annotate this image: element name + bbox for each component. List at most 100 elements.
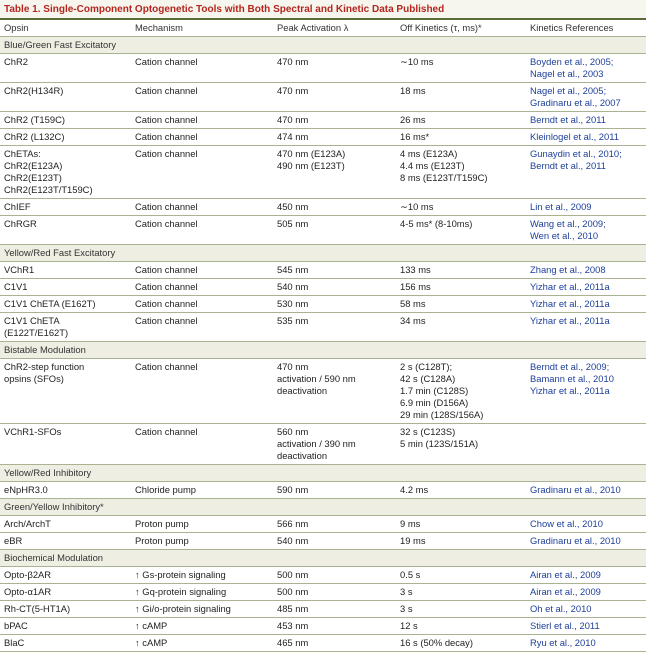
cell-text: 500 nm <box>277 586 309 597</box>
data-row: VChR1-SFOs Cation channel 560 nm activation… <box>0 423 646 465</box>
cell: Berndt et al., 2011 <box>526 111 646 129</box>
cell-text: Yizhar et al., 2011a <box>530 298 610 309</box>
cell-text: (E122T/E162T) <box>4 327 69 338</box>
section-title: Yellow/Red Inhibitory <box>0 464 646 482</box>
cell-text: 6.9 min (D156A) <box>400 397 469 408</box>
section-row: Blue/Green Fast Excitatory <box>0 36 646 54</box>
cell-text: 470 nm (E123A) <box>277 148 346 159</box>
cell: C1V1 <box>0 278 131 296</box>
cell: 19 ms <box>396 532 526 550</box>
cell-text: 474 nm <box>277 131 309 142</box>
cell-text: C1V1 <box>4 281 28 292</box>
cell-text: Proton pump <box>135 518 189 529</box>
cell: 470 nm <box>273 111 396 129</box>
cell-text: VChR1-SFOs <box>4 426 62 437</box>
table: Opsin Mechanism Peak Activation λ Off Kinet… <box>0 20 646 652</box>
cell-text: Cation channel <box>135 361 198 372</box>
cell-text: 505 nm <box>277 218 309 229</box>
cell: Cation channel <box>131 312 273 342</box>
cell: Arch/ArchT <box>0 515 131 533</box>
cell-text: Rh-CT(5-HT1A) <box>4 603 71 614</box>
cell-text: Wang et al., 2009; <box>530 218 606 229</box>
cell-text: 4.4 ms (E123T) <box>400 160 465 171</box>
cell-text: 1.7 min (C128S) <box>400 385 469 396</box>
cell-text: Airan et al., 2009 <box>530 569 601 580</box>
cell: ChR2 (T159C) <box>0 111 131 129</box>
cell: C1V1 ChETA (E122T/E162T) <box>0 312 131 342</box>
cell-text: opsins (SFOs) <box>4 373 64 384</box>
cell: 18 ms <box>396 82 526 112</box>
header-cell: Opsin <box>0 20 131 37</box>
cell-text: 590 nm <box>277 484 309 495</box>
cell-text: 470 nm <box>277 56 309 67</box>
cell: Wang et al., 2009; Wen et al., 2010 <box>526 215 646 245</box>
cell-text: BlaC <box>4 637 25 648</box>
cell-text: 540 nm <box>277 535 309 546</box>
cell-text: ↑ Gi/o-protein signaling <box>135 603 231 614</box>
cell: VChR1 <box>0 261 131 279</box>
cell-text: 2 s (C128T); <box>400 361 453 372</box>
cell-text: 470 nm <box>277 85 309 96</box>
cell: ChR2(H134R) <box>0 82 131 112</box>
cell-text: Berndt et al., 2009; <box>530 361 610 372</box>
cell: ↑ Gq-protein signaling <box>131 583 273 601</box>
cell-text: ChR2(E123T) <box>4 172 62 183</box>
data-row: ChR2-step function opsins (SFOs) Cation ch… <box>0 358 646 424</box>
cell-text: Gradinaru et al., 2007 <box>530 97 621 108</box>
cell-text: Gradinaru et al., 2010 <box>530 484 621 495</box>
data-row: C1V1 ChETA (E162T) Cation channel 530 nm 58… <box>0 295 646 313</box>
cell: Lin et al., 2009 <box>526 198 646 216</box>
cell-text: Cation channel <box>135 114 198 125</box>
header-cell: Off Kinetics (τ, ms)* <box>396 20 526 37</box>
cell: 540 nm <box>273 278 396 296</box>
cell-text: Ryu et al., 2010 <box>530 637 596 648</box>
cell-text: ∼10 ms <box>400 201 434 212</box>
section-title: Bistable Modulation <box>0 341 646 359</box>
table-title: Table 1. Single-Component Optogenetic To… <box>0 0 646 20</box>
cell: bPAC <box>0 617 131 635</box>
cell <box>526 423 646 465</box>
cell-text: 4-5 ms* (8-10ms) <box>400 218 473 229</box>
cell: Chow et al., 2010 <box>526 515 646 533</box>
cell-text: Opto-β2AR <box>4 569 52 580</box>
cell: Cation channel <box>131 198 273 216</box>
cell: Cation channel <box>131 145 273 199</box>
cell-text: ↑ Gq-protein signaling <box>135 586 227 597</box>
cell-text: Cation channel <box>135 218 198 229</box>
cell: Cation channel <box>131 53 273 83</box>
cell-text: deactivation <box>277 450 328 461</box>
data-row: Arch/ArchT Proton pump 566 nm 9 ms Chow et a… <box>0 515 646 533</box>
cell: 474 nm <box>273 128 396 146</box>
cell: Airan et al., 2009 <box>526 566 646 584</box>
cell-text: Nagel et al., 2003 <box>530 68 604 79</box>
cell-text: 156 ms <box>400 281 431 292</box>
cell-text: 470 nm <box>277 361 309 372</box>
data-row: ChR2 (T159C) Cation channel 470 nm 26 ms Ber… <box>0 111 646 129</box>
cell-text: Cation channel <box>135 315 198 326</box>
cell: ↑ cAMP <box>131 617 273 635</box>
cell-text: Bamann et al., 2010 <box>530 373 614 384</box>
cell: 465 nm <box>273 634 396 652</box>
cell: Yizhar et al., 2011a <box>526 295 646 313</box>
cell-text: bPAC <box>4 620 28 631</box>
cell-text: Cation channel <box>135 298 198 309</box>
cell-text: 450 nm <box>277 201 309 212</box>
cell: 156 ms <box>396 278 526 296</box>
cell-text: 485 nm <box>277 603 309 614</box>
cell: ChR2 (L132C) <box>0 128 131 146</box>
cell-text: Berndt et al., 2011 <box>530 160 606 171</box>
cell-text: Kleinlogel et al., 2011 <box>530 131 619 142</box>
cell-text: eNpHR3.0 <box>4 484 48 495</box>
cell: 470 nm activation / 590 nm deactivation <box>273 358 396 424</box>
cell-text: 0.5 s <box>400 569 421 580</box>
cell-text: Lin et al., 2009 <box>530 201 592 212</box>
cell-text: 42 s (C128A) <box>400 373 456 384</box>
data-row: Rh-CT(5-HT1A) ↑ Gi/o-protein signaling 485… <box>0 600 646 618</box>
cell: Kleinlogel et al., 2011 <box>526 128 646 146</box>
cell-text: 58 ms <box>400 298 426 309</box>
cell-text: Yizhar et al., 2011a <box>530 385 610 396</box>
cell-text: Oh et al., 2010 <box>530 603 592 614</box>
cell: Opto-β2AR <box>0 566 131 584</box>
cell-text: 4 ms (E123A) <box>400 148 458 159</box>
